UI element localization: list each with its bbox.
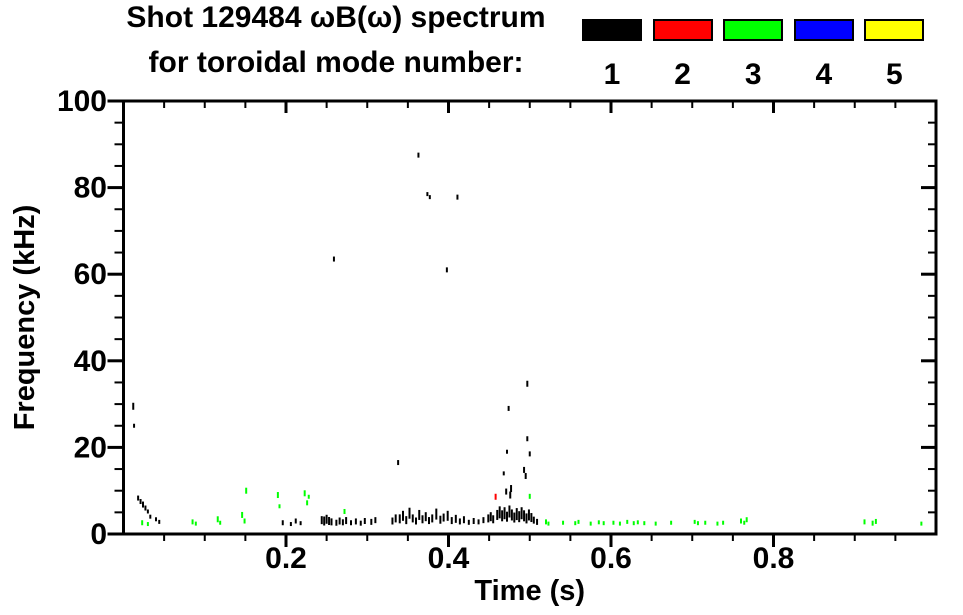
x-axis-title: Time (s): [474, 575, 585, 607]
legend-swatch-mode-2: [652, 19, 713, 41]
legend-label-mode-2: 2: [674, 58, 691, 91]
axes: [122, 99, 938, 536]
legend-swatch-mode-4: [793, 19, 854, 41]
mode-number-legend: 1 2 3 4 5: [0, 0, 963, 95]
chart-title-line1: Shot 129484 ωB(ω) spectrum: [126, 1, 546, 34]
ticks: [107, 99, 936, 547]
legend-swatch-mode-5: [864, 19, 925, 41]
legend-label-mode-4: 4: [815, 58, 833, 91]
tick-labels: 0.2 0.4 0.6 0.8 0 20 40 60 80 100: [57, 85, 794, 575]
x-tick-label: 0.8: [753, 542, 795, 575]
legend-label-mode-3: 3: [744, 58, 762, 91]
x-tick-label: 0.6: [590, 542, 632, 575]
y-tick-label: 20: [74, 431, 107, 464]
series-mode-1: [132, 152, 539, 527]
y-tick-label: 0: [90, 518, 107, 551]
legend-label-mode-1: 1: [603, 58, 621, 91]
x-tick-label: 0.2: [265, 542, 307, 575]
legend-swatch-mode-1: [582, 19, 642, 41]
y-axis-title: Frequency (kHz): [9, 205, 41, 431]
legend-swatch-mode-3: [723, 19, 784, 41]
series-mode-3: [141, 487, 923, 527]
x-tick-label: 0.4: [428, 542, 470, 575]
legend-label-mode-5: 5: [886, 58, 903, 91]
y-tick-label: 40: [74, 345, 107, 378]
y-tick-label: 60: [74, 258, 107, 291]
plot-frame: [122, 99, 938, 536]
y-tick-label: 100: [57, 85, 107, 118]
chart-title: Shot 129484 ωB(ω) spectrum for toroidal …: [0, 2, 672, 78]
y-tick-label: 80: [74, 172, 107, 205]
chart-title-line2: for toroidal mode number:: [148, 45, 524, 79]
